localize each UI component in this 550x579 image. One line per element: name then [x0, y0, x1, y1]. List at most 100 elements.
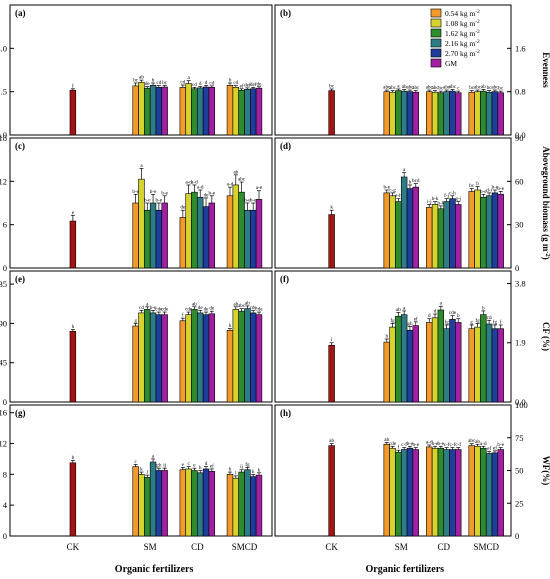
- bar: [437, 92, 445, 136]
- significance-letter: a-e: [256, 185, 263, 191]
- bar: [474, 326, 481, 403]
- significance-letter: e: [193, 463, 196, 469]
- significance-letter: b-e: [383, 185, 390, 191]
- legend-label-text: 2.70 kg m: [445, 49, 475, 58]
- panel-label: (a): [15, 8, 26, 18]
- bar: [208, 313, 216, 403]
- legend-label-exp: -2: [475, 49, 480, 55]
- bar: [328, 445, 335, 537]
- bar: [149, 312, 157, 403]
- x-tick-label: SM: [144, 542, 157, 552]
- y-tick-label: 90: [515, 133, 524, 143]
- bar: [144, 477, 151, 537]
- y-axis-label-tail: ): [541, 257, 550, 260]
- bar: [255, 87, 263, 136]
- y-tick-label: 8: [3, 469, 7, 479]
- legend-label: GM: [445, 59, 457, 68]
- bar: [185, 193, 192, 269]
- significance-letter: a-d: [480, 441, 487, 447]
- bar: [197, 196, 204, 269]
- significance-letter: h: [385, 333, 388, 339]
- panel-label: (f): [280, 274, 289, 284]
- significance-letter: b-e: [150, 305, 157, 311]
- bar: [69, 220, 77, 269]
- x-tick-label: SM: [395, 542, 408, 552]
- bar: [155, 470, 163, 537]
- bar: [455, 322, 462, 403]
- x-tick-label: CD: [191, 542, 204, 552]
- significance-letter: f: [397, 444, 399, 451]
- bar: [383, 91, 390, 136]
- bar: [202, 468, 210, 537]
- bar: [431, 91, 439, 136]
- significance-letter: i-j: [427, 199, 432, 205]
- legend-label: 0.54 kg m-2: [445, 9, 480, 18]
- bar: [480, 196, 487, 269]
- significance-letter: b: [482, 305, 485, 311]
- bar: [449, 449, 456, 537]
- significance-letter: fg: [493, 318, 498, 325]
- y-tick-label: 12: [0, 439, 7, 449]
- bar: [191, 470, 198, 537]
- significance-letter: a-d: [191, 179, 198, 185]
- significance-letter: ab: [329, 438, 334, 444]
- bar: [328, 90, 335, 136]
- legend-label-exp: -2: [475, 39, 480, 45]
- bar: [244, 469, 251, 537]
- bar: [474, 91, 481, 136]
- significance-letter: bc: [469, 183, 475, 189]
- bar: [431, 447, 439, 537]
- significance-letter: f: [182, 312, 184, 319]
- significance-letter: de: [257, 81, 263, 87]
- significance-letter: de: [180, 205, 186, 211]
- bar: [179, 469, 187, 537]
- significance-letter: c-f: [444, 441, 450, 448]
- legend-swatch: [430, 28, 442, 38]
- bar: [202, 86, 210, 136]
- y-tick-label: 30: [515, 220, 524, 230]
- bar: [226, 195, 234, 269]
- bar: [238, 471, 245, 537]
- legend-label-text: 0.54 kg m: [445, 9, 475, 18]
- bar: [395, 451, 402, 537]
- y-axis-label: Evenness: [541, 52, 550, 88]
- bar: [144, 87, 151, 136]
- significance-letter: a: [403, 167, 406, 173]
- bar: [389, 91, 396, 136]
- significance-letter: l: [235, 470, 237, 476]
- panel-c: (c)061218Richnesseb-eab-eb-eb-eb-edea-da…: [0, 133, 273, 273]
- bar: [406, 91, 414, 136]
- significance-letter: f: [72, 82, 74, 89]
- bar: [191, 309, 198, 403]
- significance-letter: c: [187, 461, 190, 467]
- bar: [480, 314, 487, 403]
- bar: [232, 477, 239, 537]
- bar: [232, 87, 239, 136]
- bar: [161, 202, 168, 269]
- bar: [202, 206, 210, 269]
- bar: [426, 322, 433, 403]
- bar: [138, 474, 145, 537]
- significance-letter: de: [145, 81, 151, 87]
- bar: [197, 472, 204, 537]
- bar: [431, 204, 439, 269]
- bar: [491, 192, 499, 269]
- bar: [149, 202, 157, 269]
- significance-letter: ab: [396, 307, 401, 313]
- significance-letter: c-f: [401, 441, 407, 448]
- significance-letter: bc: [469, 85, 475, 91]
- significance-letter: cde: [185, 307, 193, 313]
- y-axis-label-sup: -2: [544, 251, 550, 256]
- significance-letter: bc: [162, 80, 168, 86]
- significance-letter: abc: [431, 85, 439, 91]
- y-tick-label: 6: [3, 220, 7, 230]
- y-tick-label: 1.9: [515, 338, 526, 348]
- bar: [138, 82, 145, 136]
- significance-letter: fg: [444, 318, 449, 325]
- bar: [485, 323, 493, 403]
- y-tick-label: 1.5: [0, 87, 7, 97]
- bar: [400, 90, 408, 136]
- bar: [485, 91, 493, 136]
